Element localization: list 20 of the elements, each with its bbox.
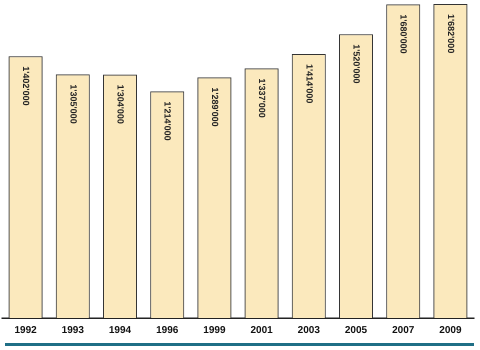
data-label: 1'289'000 [210,87,220,127]
data-label: 1'520'000 [352,44,362,84]
data-label: 1'337'000 [257,78,268,118]
data-label: 1'402'000 [21,66,32,106]
data-label: 1'304'000 [116,84,126,124]
x-tick-label: 1999 [203,324,226,336]
x-tick-label: 1994 [108,324,132,336]
x-tick-label: 2005 [344,324,368,336]
x-tick-label: 2001 [250,324,274,336]
data-label: 1'680'000 [398,14,409,54]
x-tick-label: 1993 [62,324,84,336]
x-tick-label: 1996 [156,324,179,336]
x-tick-label: 1992 [14,324,38,336]
data-label: 1'305'000 [68,84,78,124]
data-label: 1'414'000 [304,64,314,104]
x-tick-label: 2007 [392,324,415,336]
data-label: 1'682'000 [446,14,456,54]
x-tick-label: 2009 [439,324,462,336]
x-tick-label: 2003 [298,324,320,336]
data-label: 1'214'000 [162,101,173,141]
